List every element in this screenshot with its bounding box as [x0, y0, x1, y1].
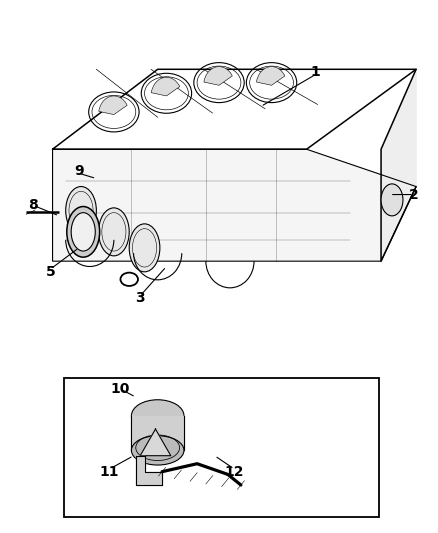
Ellipse shape	[66, 187, 96, 235]
Wedge shape	[204, 67, 232, 85]
Polygon shape	[140, 429, 171, 456]
Polygon shape	[53, 149, 416, 261]
Bar	[64, 378, 379, 517]
Polygon shape	[381, 69, 416, 261]
Polygon shape	[131, 416, 184, 450]
Text: 8: 8	[28, 198, 38, 212]
Wedge shape	[99, 96, 127, 115]
Polygon shape	[136, 456, 162, 485]
Ellipse shape	[99, 208, 129, 256]
Wedge shape	[257, 67, 285, 85]
Text: 12: 12	[225, 465, 244, 479]
Ellipse shape	[67, 207, 99, 257]
Ellipse shape	[129, 224, 160, 272]
Ellipse shape	[131, 400, 184, 432]
Text: 3: 3	[135, 292, 145, 305]
Text: 5: 5	[46, 265, 55, 279]
Wedge shape	[152, 77, 180, 96]
Text: 9: 9	[74, 164, 84, 177]
Text: 2: 2	[409, 188, 419, 201]
Text: 1: 1	[311, 65, 320, 79]
Ellipse shape	[381, 184, 403, 216]
Ellipse shape	[71, 213, 95, 251]
Text: 11: 11	[100, 465, 119, 479]
Ellipse shape	[131, 436, 184, 465]
Text: 10: 10	[111, 382, 130, 396]
